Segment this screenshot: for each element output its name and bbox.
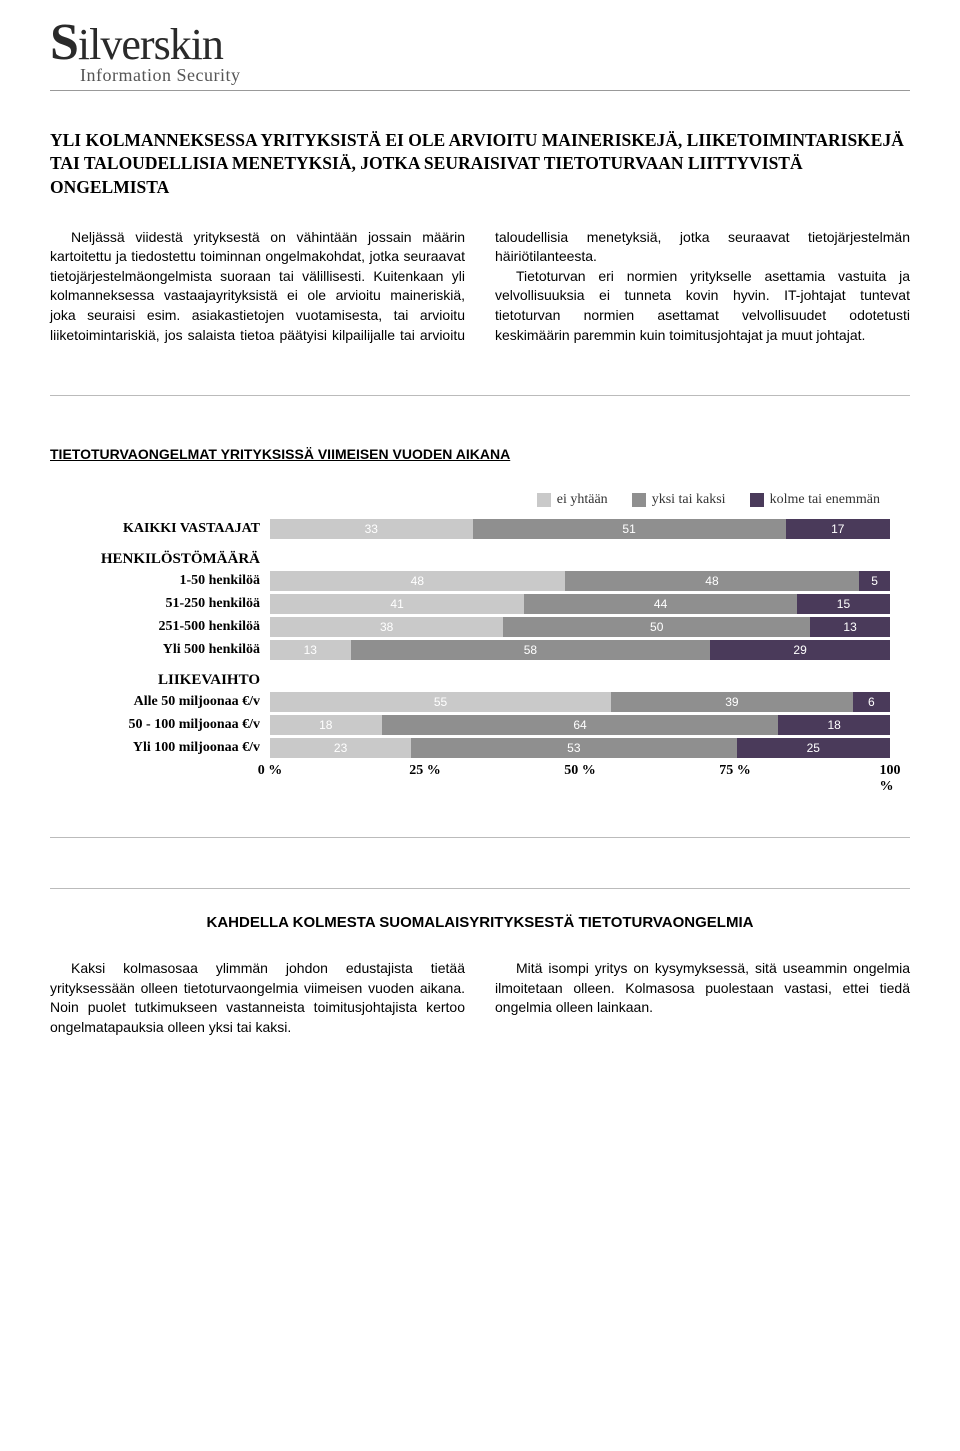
chart-segment: 13 [270,640,351,660]
chart-title: TIETOTURVAONGELMAT YRITYKSISSÄ VIIMEISEN… [50,446,910,462]
chart-row: 50 - 100 miljoonaa €/v186418 [60,714,890,736]
chart-rows: KAIKKI VASTAAJAT335117HENKILÖSTÖMÄÄRÄ1-5… [60,518,890,759]
chart-segment: 53 [411,738,736,758]
body1-p2: Tietoturvan eri normien yritykselle aset… [495,267,910,345]
chart-segment: 50 [503,617,810,637]
chart-segment: 33 [270,519,473,539]
axis-tick-100: 100 % [880,763,901,795]
chart-segment: 18 [270,715,382,735]
logo-block: Silverskin Information Security [50,20,910,86]
body2-p1: Kaksi kolmasosaa ylimmän johdon edustaji… [50,959,465,1037]
chart-bar: 135829 [270,640,890,660]
chart-segment: 25 [737,738,890,758]
chart-x-axis: 0 % 25 % 50 % 75 % 100 % [270,763,890,787]
chart-segment: 23 [270,738,411,758]
chart-segment: 48 [565,571,860,591]
chart-segment: 5 [859,571,890,591]
legend-swatch-0 [537,493,551,507]
chart-group-label: LIIKEVAIHTO [60,669,270,691]
chart-segment: 13 [810,617,890,637]
body2-p2: Mitä isompi yritys on kysymyksessä, sitä… [495,959,910,1018]
legend-label-0: ei yhtään [557,492,608,508]
sub-headline: KAHDELLA KOLMESTA SUOMALAISYRITYKSESTÄ T… [50,914,910,931]
chart-segment: 58 [351,640,711,660]
legend-swatch-2 [750,493,764,507]
chart-group-label: HENKILÖSTÖMÄÄRÄ [60,548,270,570]
chart-row-label: Yli 500 henkilöä [60,642,270,658]
chart-segment: 64 [382,715,779,735]
chart-row-label: 1-50 henkilöä [60,573,270,589]
chart-row: Alle 50 miljoonaa €/v55396 [60,691,890,713]
legend-item-0: ei yhtään [537,492,608,508]
section-divider-2 [50,837,910,838]
legend-swatch-1 [632,493,646,507]
chart-row: Yli 500 henkilöä135829 [60,639,890,661]
chart-bar: 385013 [270,617,890,637]
chart-segment: 48 [270,571,565,591]
chart-row-label: Yli 100 miljoonaa €/v [60,740,270,756]
logo-subtitle: Information Security [80,65,910,86]
chart-segment: 51 [473,519,786,539]
chart-bar: 414415 [270,594,890,614]
body-section-1: Neljässä viidestä yrityksestä on vähintä… [50,228,910,346]
chart-container: ei yhtään yksi tai kaksi kolme tai enemm… [60,492,890,787]
chart-segment: 38 [270,617,503,637]
axis-tick-25: 25 % [409,763,441,779]
chart-segment: 29 [710,640,890,660]
chart-row: 251-500 henkilöä385013 [60,616,890,638]
chart-bar: 48485 [270,571,890,591]
chart-row-label: Alle 50 miljoonaa €/v [60,694,270,710]
chart-row-label: 51-250 henkilöä [60,596,270,612]
chart-segment: 15 [797,594,890,614]
chart-segment: 41 [270,594,524,614]
chart-segment: 18 [778,715,890,735]
chart-segment: 17 [786,519,890,539]
chart-row-label: 251-500 henkilöä [60,619,270,635]
axis-tick-50: 50 % [564,763,596,779]
chart-segment: 6 [853,692,890,712]
chart-row: 51-250 henkilöä414415 [60,593,890,615]
section-divider-1 [50,395,910,396]
chart-row: 1-50 henkilöä48485 [60,570,890,592]
legend-item-1: yksi tai kaksi [632,492,726,508]
legend-label-2: kolme tai enemmän [770,492,880,508]
chart-bar: 186418 [270,715,890,735]
body-section-2: Kaksi kolmasosaa ylimmän johdon edustaji… [50,959,910,1037]
chart-segment: 55 [270,692,611,712]
axis-tick-0: 0 % [258,763,283,779]
chart-row: Yli 100 miljoonaa €/v235325 [60,737,890,759]
chart-row: KAIKKI VASTAAJAT335117 [60,518,890,540]
chart-bar: 55396 [270,692,890,712]
main-headline: YLI KOLMANNEKSESSA YRITYKSISTÄ EI OLE AR… [50,129,910,200]
legend-item-2: kolme tai enemmän [750,492,880,508]
chart-row-label: KAIKKI VASTAAJAT [60,521,270,537]
axis-tick-75: 75 % [719,763,751,779]
legend-label-1: yksi tai kaksi [652,492,726,508]
chart-bar: 335117 [270,519,890,539]
sub-section-divider [50,888,910,889]
header-divider [50,90,910,91]
chart-row-label: 50 - 100 miljoonaa €/v [60,717,270,733]
chart-segment: 39 [611,692,853,712]
logo-main: Silverskin [50,20,910,67]
chart-legend: ei yhtään yksi tai kaksi kolme tai enemm… [60,492,890,508]
chart-segment: 44 [524,594,797,614]
chart-bar: 235325 [270,738,890,758]
